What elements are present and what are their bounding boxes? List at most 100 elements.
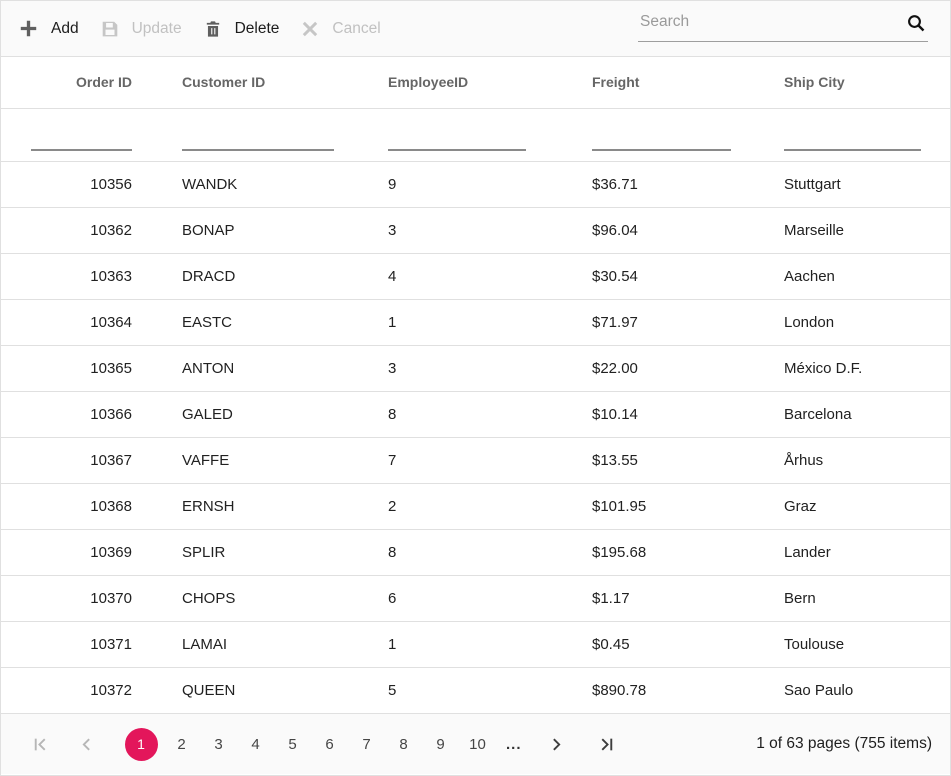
table-row[interactable]: 10363 DRACD 4 $30.54 Aachen [1, 254, 950, 300]
page-7-button[interactable]: 7 [354, 728, 380, 761]
cell-customer-id[interactable]: WANDK [182, 176, 238, 193]
cell-ship-city[interactable]: Toulouse [784, 636, 845, 653]
cell-employee-id[interactable]: 8 [388, 544, 397, 561]
cell-customer-id[interactable]: ERNSH [182, 498, 235, 515]
page-5-button[interactable]: 5 [280, 728, 306, 761]
cell-order-id[interactable]: 10368 [90, 498, 132, 515]
table-row[interactable]: 10367 VAFFE 7 $13.55 Århus [1, 438, 950, 484]
cell-ship-city[interactable]: London [784, 314, 835, 331]
cell-employee-id[interactable]: 5 [388, 682, 397, 699]
search-input[interactable] [638, 9, 928, 42]
table-row[interactable]: 10368 ERNSH 2 $101.95 Graz [1, 484, 950, 530]
next-page-icon[interactable] [544, 731, 570, 757]
cell-employee-id[interactable]: 3 [388, 222, 397, 239]
cell-freight[interactable]: $890.78 [592, 682, 647, 699]
cell-employee-id[interactable]: 2 [388, 498, 397, 515]
page-6-button[interactable]: 6 [317, 728, 343, 761]
last-page-icon[interactable] [594, 731, 620, 757]
cell-order-id[interactable]: 10366 [90, 406, 132, 423]
cell-ship-city[interactable]: Bern [784, 590, 816, 607]
prev-page-icon[interactable] [73, 731, 99, 757]
cell-customer-id[interactable]: DRACD [182, 268, 236, 285]
cell-employee-id[interactable]: 4 [388, 268, 397, 285]
cell-order-id[interactable]: 10372 [90, 682, 132, 699]
table-row[interactable]: 10362 BONAP 3 $96.04 Marseille [1, 208, 950, 254]
search-icon[interactable] [906, 13, 926, 33]
page-2-button[interactable]: 2 [169, 728, 195, 761]
cancel-button[interactable]: Cancel [293, 14, 388, 44]
table-row[interactable]: 10364 EASTC 1 $71.97 London [1, 300, 950, 346]
cell-ship-city[interactable]: Århus [784, 452, 824, 469]
delete-button[interactable]: Delete [196, 14, 288, 44]
cell-customer-id[interactable]: LAMAI [182, 636, 228, 653]
cell-order-id[interactable]: 10367 [90, 452, 132, 469]
cell-ship-city[interactable]: Barcelona [784, 406, 852, 423]
column-header-order-id[interactable]: Order ID [75, 74, 132, 90]
cell-freight[interactable]: $71.97 [592, 314, 638, 331]
cell-employee-id[interactable]: 3 [388, 360, 397, 377]
cell-customer-id[interactable]: BONAP [182, 222, 235, 239]
cell-employee-id[interactable]: 1 [388, 636, 397, 653]
cell-freight[interactable]: $1.17 [592, 590, 630, 607]
cell-freight[interactable]: $101.95 [592, 498, 647, 515]
cell-freight[interactable]: $36.71 [592, 176, 638, 193]
cell-ship-city[interactable]: Lander [784, 544, 831, 561]
cell-ship-city[interactable]: Marseille [784, 222, 845, 239]
page-10-button[interactable]: 10 [465, 728, 491, 761]
more-pages-ellipsis[interactable]: ... [506, 735, 522, 753]
page-4-button[interactable]: 4 [243, 728, 269, 761]
cell-customer-id[interactable]: VAFFE [182, 452, 230, 469]
cell-order-id[interactable]: 10371 [90, 636, 132, 653]
cell-ship-city[interactable]: México D.F. [784, 360, 863, 377]
cell-freight[interactable]: $22.00 [592, 360, 638, 377]
cell-order-id[interactable]: 10362 [90, 222, 132, 239]
cell-employee-id[interactable]: 8 [388, 406, 397, 423]
cell-freight[interactable]: $30.54 [592, 268, 638, 285]
cell-order-id[interactable]: 10363 [90, 268, 132, 285]
cell-freight[interactable]: $13.55 [592, 452, 638, 469]
cell-order-id[interactable]: 10370 [90, 590, 132, 607]
page-8-button[interactable]: 8 [391, 728, 417, 761]
cell-order-id[interactable]: 10369 [90, 544, 132, 561]
table-row[interactable]: 10370 CHOPS 6 $1.17 Bern [1, 576, 950, 622]
cell-freight[interactable]: $10.14 [592, 406, 638, 423]
table-row[interactable]: 10366 GALED 8 $10.14 Barcelona [1, 392, 950, 438]
cell-order-id[interactable]: 10365 [90, 360, 132, 377]
cell-ship-city[interactable]: Sao Paulo [784, 682, 854, 699]
column-header-employee-id[interactable]: EmployeeID [388, 74, 469, 90]
cell-freight[interactable]: $96.04 [592, 222, 638, 239]
cell-ship-city[interactable]: Stuttgart [784, 176, 841, 193]
cell-customer-id[interactable]: QUEEN [182, 682, 236, 699]
add-button[interactable]: Add [11, 13, 87, 44]
table-row[interactable]: 10356 WANDK 9 $36.71 Stuttgart [1, 162, 950, 208]
column-header-ship-city[interactable]: Ship City [784, 74, 845, 90]
cell-customer-id[interactable]: GALED [182, 406, 233, 423]
cell-employee-id[interactable]: 1 [388, 314, 397, 331]
filter-ship-city-input[interactable] [784, 131, 921, 151]
filter-customer-id-input[interactable] [182, 131, 334, 151]
cell-customer-id[interactable]: SPLIR [182, 544, 226, 561]
cell-ship-city[interactable]: Aachen [784, 268, 835, 285]
table-row[interactable]: 10371 LAMAI 1 $0.45 Toulouse [1, 622, 950, 668]
cell-freight[interactable]: $0.45 [592, 636, 630, 653]
cell-customer-id[interactable]: CHOPS [182, 590, 236, 607]
cell-order-id[interactable]: 10364 [90, 314, 132, 331]
first-page-icon[interactable] [27, 731, 53, 757]
page-1-button[interactable]: 1 [124, 727, 158, 761]
cell-employee-id[interactable]: 6 [388, 590, 397, 607]
table-row[interactable]: 10369 SPLIR 8 $195.68 Lander [1, 530, 950, 576]
column-header-customer-id[interactable]: Customer ID [182, 74, 266, 90]
column-header-freight[interactable]: Freight [592, 74, 640, 90]
table-row[interactable]: 10365 ANTON 3 $22.00 México D.F. [1, 346, 950, 392]
page-3-button[interactable]: 3 [206, 728, 232, 761]
cell-freight[interactable]: $195.68 [592, 544, 647, 561]
cell-customer-id[interactable]: ANTON [182, 360, 235, 377]
cell-order-id[interactable]: 10356 [90, 176, 132, 193]
cell-employee-id[interactable]: 9 [388, 176, 397, 193]
filter-freight-input[interactable] [592, 131, 731, 151]
table-row[interactable]: 10372 QUEEN 5 $890.78 Sao Paulo [1, 668, 950, 714]
cell-customer-id[interactable]: EASTC [182, 314, 233, 331]
cell-employee-id[interactable]: 7 [388, 452, 397, 469]
update-button[interactable]: Update [93, 14, 190, 44]
page-9-button[interactable]: 9 [428, 728, 454, 761]
